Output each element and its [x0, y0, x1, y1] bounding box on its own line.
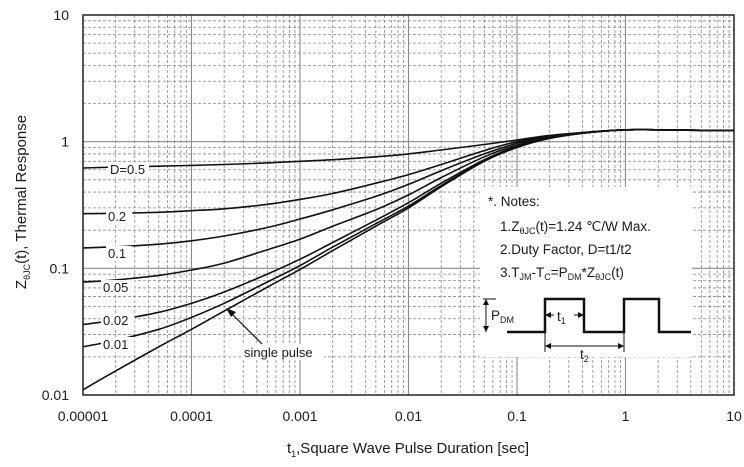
t2-label: t2	[580, 347, 589, 364]
x-tick-label: 0.00001	[58, 408, 109, 424]
tick-labels: 0.00001 0.0001 0.001 0.01 0.1 1 10 0.01 0.1 1 10	[42, 7, 742, 424]
curve-labels: D=0.5 0.2 0.1 0.05 0.02 0.01 single pulse	[101, 162, 324, 360]
t2-arrow-head-right	[618, 343, 624, 349]
curve-label-background	[106, 246, 133, 261]
x-tick-label: 0.1	[507, 408, 527, 424]
curve-label: 0.05	[103, 280, 128, 295]
notes-background	[480, 187, 692, 357]
y-tick-label: 1	[61, 134, 69, 150]
x-tick-label: 0.0001	[170, 408, 213, 424]
curve-label-background	[101, 337, 135, 352]
y-tick-label: 0.1	[50, 260, 70, 276]
t1-arrow-head-right	[578, 312, 584, 318]
frame-layer	[82, 14, 735, 396]
pdm-arrow-head-top	[483, 299, 489, 305]
t1-label: t1	[557, 309, 566, 326]
t2-arrow-head-left	[545, 343, 551, 349]
curve-label-background	[101, 280, 135, 295]
x-tick-label: 1	[622, 408, 630, 424]
curve-label: 0.01	[103, 337, 128, 352]
single-pulse-label: single pulse	[244, 345, 313, 360]
x-tick-label: 10	[726, 408, 742, 424]
t1-arrow-head-left	[545, 312, 551, 318]
single-pulse-label-background	[242, 344, 324, 360]
series-line-single-pulse	[82, 128, 735, 391]
curve-label: D=0.5	[110, 162, 145, 177]
pulse-waveform-diagram	[483, 297, 691, 352]
y-tick-label: 0.01	[42, 387, 69, 403]
t1-label-background	[554, 309, 574, 322]
x-axis-title: t1,Square Wave Pulse Duration [sec]	[287, 440, 529, 459]
notes-title: *. Notes:	[488, 194, 540, 209]
curve-label: 0.02	[103, 313, 128, 328]
x-tick-label: 0.01	[395, 408, 422, 424]
curve-label: 0.2	[108, 209, 126, 224]
curve-label-background	[106, 209, 133, 224]
pdm-label: PDM	[491, 308, 514, 325]
notes-panel: *. Notes: 1.ZθJC(t)=1.24 ℃/W Max. 2.Duty…	[480, 187, 692, 364]
pdm-arrow-head-bottom	[483, 326, 489, 332]
note-line-3: 3.TJM-TC=PDM*ZθJC(t)	[500, 265, 624, 282]
plot-frame	[82, 14, 735, 396]
curve-label-background	[108, 162, 149, 177]
single-pulse-pointer	[229, 311, 263, 345]
y-axis-title: ZθJC(t), Thermal Response	[13, 115, 32, 289]
curve-label: 0.1	[108, 246, 126, 261]
curve-label-background	[101, 313, 135, 328]
x-tick-label: 0.001	[282, 408, 317, 424]
note-line-1: 1.ZθJC(t)=1.24 ℃/W Max.	[500, 219, 651, 236]
note-line-2: 2.Duty Factor, D=t1/t2	[500, 242, 632, 257]
curves-layer	[82, 128, 735, 391]
y-tick-label: 10	[53, 7, 69, 23]
single-pulse-pointer-head	[226, 308, 236, 317]
